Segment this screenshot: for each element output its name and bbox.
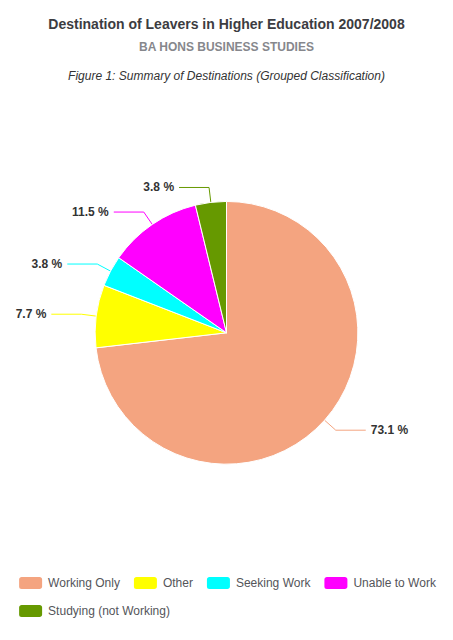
svg-text:73.1 %: 73.1 % [371,423,409,437]
svg-text:BA HONS BUSINESS STUDIES: BA HONS BUSINESS STUDIES [139,40,314,54]
svg-text:11.5 %: 11.5 % [72,205,109,219]
svg-text:Other: Other [163,576,193,590]
svg-text:Studying (not Working): Studying (not Working) [48,604,170,618]
svg-text:Figure 1: Summary of Destinati: Figure 1: Summary of Destinations (Group… [68,69,385,83]
svg-text:Unable to Work: Unable to Work [353,576,436,590]
svg-text:3.8 %: 3.8 % [32,257,63,271]
svg-text:Destination of Leavers in High: Destination of Leavers in Higher Educati… [48,16,405,32]
svg-text:Seeking Work: Seeking Work [236,576,311,590]
svg-text:Working Only: Working Only [48,576,120,590]
svg-text:3.8 %: 3.8 % [143,180,174,194]
svg-text:7.7 %: 7.7 % [16,307,47,321]
